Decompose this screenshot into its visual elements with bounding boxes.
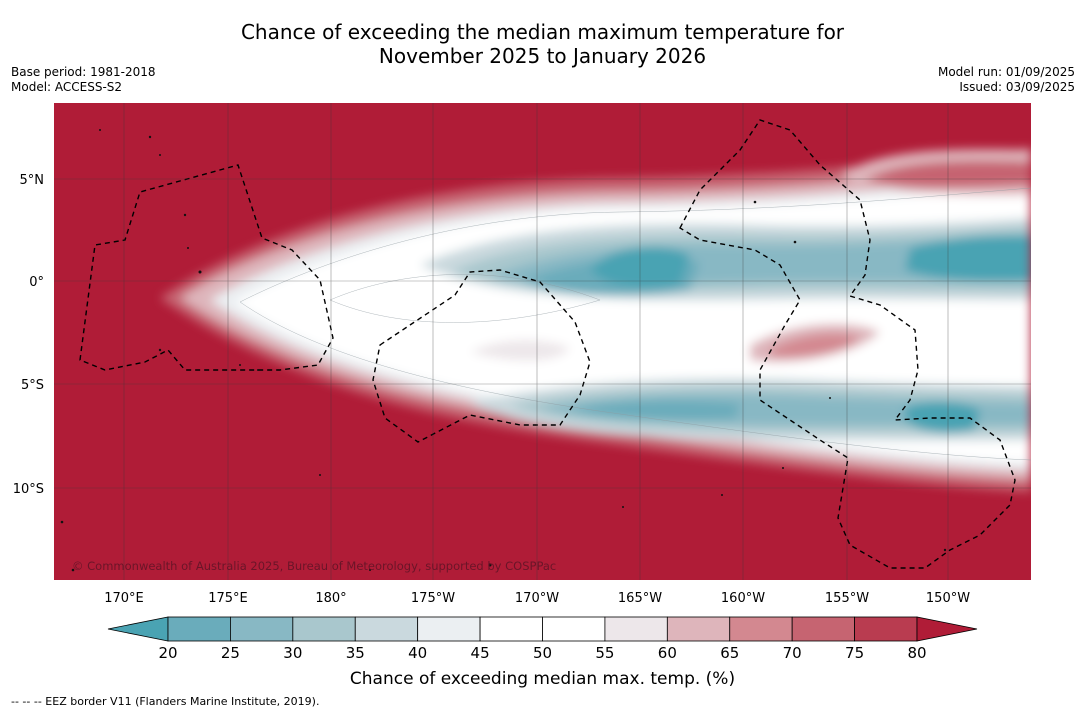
lon-label: 170°W [515, 591, 559, 606]
colorbar-tick-label: 25 [221, 644, 240, 662]
graticule [54, 103, 1031, 580]
colorbar-tick-label: 65 [720, 644, 739, 662]
colorbar-high-extension [916, 616, 978, 642]
lat-label: 0° [29, 275, 44, 290]
colorbar-bin [604, 616, 668, 642]
lon-label: 175°E [208, 591, 248, 606]
lat-label: 5°S [21, 378, 44, 393]
colorbar-bin [791, 616, 855, 642]
lon-label: 150°W [926, 591, 970, 606]
colorbar-bin [542, 616, 606, 642]
latitude-labels: 5°N 0° 5°S 10°S [13, 173, 44, 497]
colorbar-tick-label: 40 [408, 644, 427, 662]
colorbar-tick-label: 30 [283, 644, 302, 662]
issued-date: Issued: 03/09/2025 [959, 80, 1075, 94]
title-line-2: November 2025 to January 2026 [378, 44, 707, 68]
eez-borders [79, 119, 1016, 569]
meta-right: Model run: 01/09/2025 Issued: 03/09/2025 [938, 65, 1075, 95]
colorbar-tick-label: 55 [595, 644, 614, 662]
title-line-1: Chance of exceeding the median maximum t… [240, 20, 845, 44]
lat-label: 5°N [20, 173, 45, 188]
colorbar-label: Chance of exceeding median max. temp. (%… [349, 669, 736, 689]
longitude-labels: 170°E 175°E 180° 175°W 170°W 165°W 160°W 155°W 1… [104, 591, 970, 606]
colorbar-bin [666, 616, 731, 642]
map-title: Chance of exceeding the median maximum t… [0, 20, 1085, 68]
lon-label: 175°W [411, 591, 455, 606]
colorbar-tick-label: 70 [783, 644, 802, 662]
colorbar-tick-label: 60 [658, 644, 677, 662]
lon-label: 155°W [825, 591, 869, 606]
colorbar-bin [479, 616, 543, 642]
colorbar-tick-label: 75 [845, 644, 864, 662]
colorbar-tick-label: 45 [471, 644, 490, 662]
colorbar-tick-label: 50 [533, 644, 552, 662]
colorbar-tick-label: 20 [158, 644, 177, 662]
colorbar-bin [417, 616, 481, 642]
lon-label: 160°W [721, 591, 765, 606]
eez-footnote: -- -- -- EEZ border V11 (Flanders Marine… [11, 695, 320, 708]
colorbar-low-extension [107, 616, 169, 642]
colorbar-bin [167, 616, 231, 642]
colorbar-tick-label: 80 [907, 644, 926, 662]
lon-label: 170°E [104, 591, 144, 606]
meta-left: Base period: 1981-2018 Model: ACCESS-S2 [11, 65, 156, 95]
colorbar-bin [354, 616, 419, 642]
lon-label: 165°W [618, 591, 662, 606]
island-specks [60, 129, 947, 572]
copyright-notice: © Commonwealth of Australia 2025, Bureau… [72, 559, 556, 573]
probability-field: © Commonwealth of Australia 2025, Bureau… [54, 103, 1031, 580]
lat-label: 10°S [13, 482, 44, 497]
base-period: Base period: 1981-2018 [11, 65, 156, 79]
colorbar: 20 25 30 35 40 45 50 55 60 65 70 75 80 [107, 616, 978, 662]
lon-label: 180° [315, 591, 346, 606]
model-name: Model: ACCESS-S2 [11, 80, 123, 94]
colorbar-bin [230, 616, 294, 642]
colorbar-bin [854, 616, 918, 642]
colorbar-bin [292, 616, 356, 642]
colorbar-tick-label: 35 [346, 644, 365, 662]
colorbar-bin [729, 616, 793, 642]
model-run: Model run: 01/09/2025 [937, 65, 1075, 79]
